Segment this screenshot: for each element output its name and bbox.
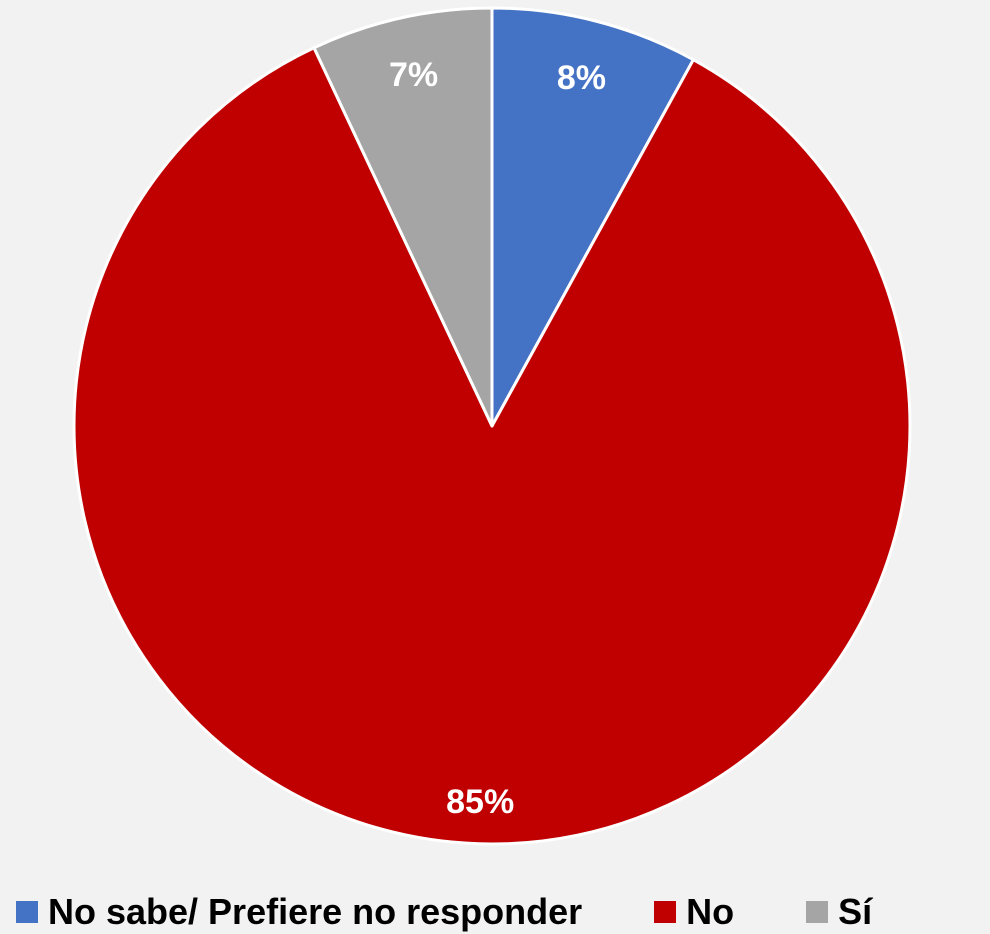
pie-slices (72, 6, 912, 846)
data-label-no: 85% (446, 783, 514, 821)
legend-label-no-sabe: No sabe/ Prefiere no responder (48, 891, 583, 932)
data-label-si: 7% (389, 56, 438, 94)
legend-label-si: Sí (838, 891, 873, 932)
data-label-no-sabe: 8% (557, 59, 606, 97)
legend-label-no: No (686, 891, 735, 932)
chart-legend: No sabe/ Prefiere no responder No Sí (16, 890, 872, 934)
legend-swatch-no-sabe (16, 901, 38, 923)
legend-swatch-no (654, 901, 677, 923)
legend-item-no: No (654, 894, 734, 930)
legend-item-no-sabe: No sabe/ Prefiere no responder (16, 894, 582, 930)
legend-item-si: Sí (806, 894, 872, 930)
pie-chart: 8% 85% 7% (72, 6, 912, 846)
pie-slice-si (312, 6, 494, 428)
legend-swatch-si (806, 901, 829, 923)
pie-slice-no (72, 46, 912, 846)
pie-data-labels: 8% 85% 7% (389, 56, 606, 821)
pie-slice-no-sabe (490, 6, 695, 428)
